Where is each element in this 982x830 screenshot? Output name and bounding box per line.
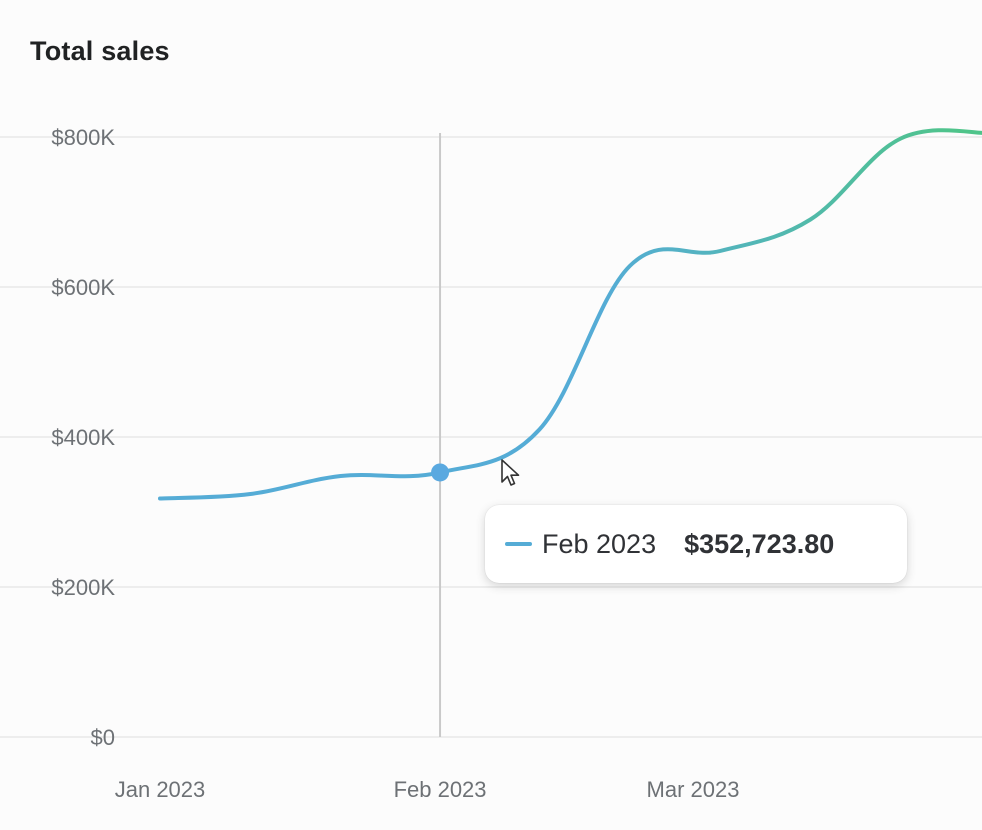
tooltip-value: $352,723.80 xyxy=(684,528,835,559)
y-tick-label: $0 xyxy=(91,725,115,750)
hover-point[interactable] xyxy=(431,463,450,482)
y-tick-label: $800K xyxy=(51,125,115,150)
y-axis-ticks: $0 $200K $400K $600K $800K xyxy=(51,125,115,750)
tooltip-series-swatch xyxy=(505,542,532,546)
tooltip: Feb 2023 $352,723.80 xyxy=(485,505,907,583)
x-tick-label: Jan 2023 xyxy=(115,777,206,802)
series-line[interactable] xyxy=(158,128,982,501)
y-tick-label: $600K xyxy=(51,275,115,300)
x-tick-label: Feb 2023 xyxy=(394,777,487,802)
tooltip-label: Feb 2023 xyxy=(542,528,657,559)
y-tick-label: $400K xyxy=(51,425,115,450)
x-tick-label: Mar 2023 xyxy=(647,777,740,802)
grid-lines xyxy=(0,136,982,738)
x-axis-ticks: Jan 2023 Feb 2023 Mar 2023 xyxy=(115,777,740,802)
y-tick-label: $200K xyxy=(51,575,115,600)
chart-title: Total sales xyxy=(30,36,170,66)
arrow-cursor-icon xyxy=(501,459,520,486)
